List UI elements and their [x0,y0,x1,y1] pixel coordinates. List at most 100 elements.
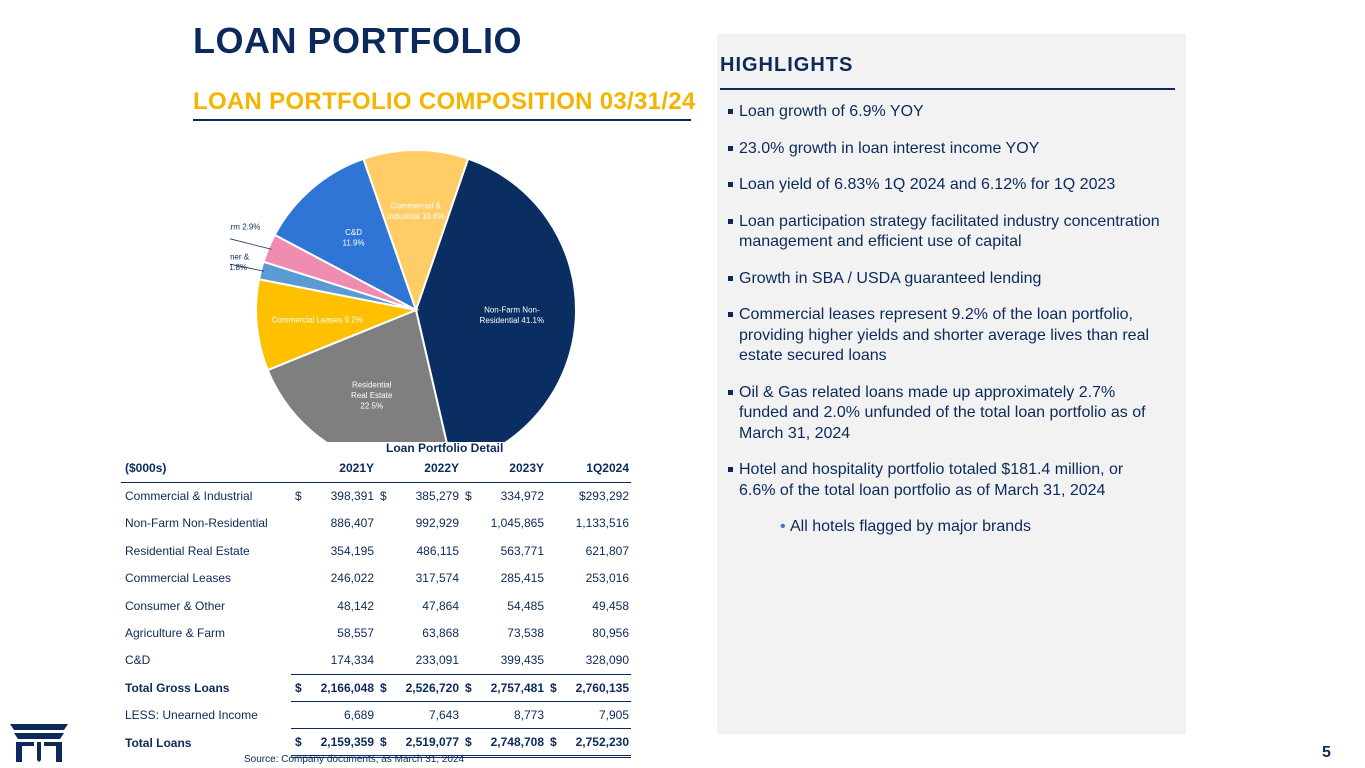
table-row: Agriculture & Farm 58,557 63,868 73,538 80,9… [121,619,631,646]
table-row: Residential Real Estate 354,195 486,115 563… [121,537,631,564]
page-number: 5 [1322,744,1331,761]
value-cell: 233,091 [376,646,461,675]
currency-symbol: $ [550,735,557,750]
highlight-item: Loan participation strategy facilitated … [724,212,1164,253]
bullet-square-icon [728,218,733,224]
table-row: Total Loans $2,159,359 $2,519,077 $2,748,70… [121,728,631,758]
highlights-list: Loan growth of 6.9% YOY 23.0% growth in … [724,102,1164,538]
header-cell: 2022Y [376,455,461,483]
subtitle-divider [193,119,691,121]
value-cell: $2,159,359 [291,728,376,758]
cell-value: 47,864 [422,598,459,613]
value-cell: 47,864 [376,592,461,619]
cell-value: 398,391 [330,489,374,504]
cell-value: 285,415 [500,571,544,586]
row-label: Commercial & Industrial [125,489,253,504]
pie-slice [255,278,420,372]
cell-value: $293,292 [578,489,629,504]
value-cell: $398,391 [291,482,376,509]
highlight-item: Loan yield of 6.83% 1Q 2024 and 6.12% fo… [724,175,1164,196]
value-cell: 174,334 [291,646,376,675]
cell-value: 317,574 [415,571,459,586]
row-label: Residential Real Estate [125,543,250,558]
highlights-panel [717,34,1186,734]
table-row: Non-Farm Non-Residential 886,407 992,929 1,… [121,510,631,537]
pie-slice-label: Commercial Leases 9.2% [272,315,363,324]
value-cell: 63,868 [376,619,461,646]
header-cell: 2023Y [461,455,546,483]
cell-value: 992,929 [415,516,459,531]
value-cell: $385,279 [376,482,461,509]
table-title: Loan Portfolio Detail [386,441,504,455]
loan-composition-pie-chart: Non-Farm Non-Residential 41.1% Residentia… [230,149,577,442]
cell-value: 174,334 [330,653,374,668]
highlight-item: Loan growth of 6.9% YOY [724,102,1164,123]
cell-value: 2,519,077 [405,735,459,750]
value-cell: 992,929 [376,510,461,537]
value-cell: $293,292 [546,482,631,509]
cell-value: 253,016 [585,571,629,586]
value-cell: 80,956 [546,619,631,646]
company-logo-icon [10,724,68,762]
page-title: LOAN PORTFOLIO [193,20,522,61]
cell-value: 233,091 [415,653,459,668]
value-cell: 8,773 [461,701,546,730]
cell-value: 2,760,135 [575,680,629,695]
currency-symbol: $ [465,680,472,695]
section-subtitle: LOAN PORTFOLIO COMPOSITION 03/31/24 [193,88,696,115]
cell-value: 621,807 [585,543,629,558]
value-cell: 7,905 [546,701,631,730]
cell-value: 6,689 [343,708,374,723]
table-row: Commercial Leases 246,022 317,574 285,415 25… [121,565,631,592]
value-cell: 317,574 [376,565,461,592]
currency-symbol: $ [295,489,302,504]
row-label: Consumer & Other [125,598,226,613]
row-label: Total Gross Loans [125,680,230,695]
value-cell: $2,166,048 [291,674,376,703]
cell-value: 563,771 [500,543,544,558]
row-label: Agriculture & Farm [125,626,226,641]
cell-value: 73,538 [507,626,544,641]
pie-slice [414,157,577,442]
value-cell: $2,526,720 [376,674,461,703]
highlight-item: Commercial leases represent 9.2% of the … [724,305,1164,367]
value-cell: 7,643 [376,701,461,730]
value-cell: $2,760,135 [546,674,631,703]
value-cell: 486,115 [376,537,461,564]
highlights-divider [720,88,1175,90]
bullet-square-icon [728,275,733,281]
pie-slice [362,149,470,314]
table-row: Commercial & Industrial $398,391 $385,279 $… [121,482,631,509]
cell-value: 2,748,708 [490,735,544,750]
row-label: C&D [125,653,151,668]
source-note: Source: Company documents, as March 31, … [244,754,465,765]
cell-value: 2,526,720 [405,680,459,695]
bullet-square-icon [728,312,733,317]
value-cell: $2,748,708 [461,728,546,758]
table-row: C&D 174,334 233,091 399,435 328,090 [121,646,631,675]
value-cell: 285,415 [461,565,546,592]
pie-slice-label: Agriculture & Farm 2.9% [230,222,260,231]
cell-value: 80,956 [592,626,629,641]
bullet-square-icon [728,389,733,395]
pie-slice-label: Non-Farm Non-Residential 41.1% [480,306,544,326]
value-cell: $2,757,481 [461,674,546,703]
value-cell: 54,485 [461,592,546,619]
cell-value: 63,868 [422,626,459,641]
currency-symbol: $ [380,735,387,750]
pie-leader-line [230,263,265,272]
value-cell: 48,142 [291,592,376,619]
currency-symbol: $ [295,680,302,695]
cell-value: 2,752,230 [575,735,629,750]
value-cell: 399,435 [461,646,546,675]
row-label: Total Loans [125,735,192,750]
highlight-item: 23.0% growth in loan interest income YOY [724,139,1164,160]
table-row: Total Gross Loans $2,166,048 $2,526,720 $2,… [121,674,631,703]
loan-detail-table: ($000s) 2021Y 2022Y 2023Y 1Q2024 Commerc… [121,455,631,758]
cell-value: 246,022 [330,571,374,586]
cell-value: 1,133,516 [575,516,629,531]
table-row: LESS: Unearned Income 6,689 7,643 8,773 7,90… [121,701,631,730]
currency-symbol: $ [380,680,387,695]
row-label: Non-Farm Non-Residential [125,516,268,531]
currency-symbol: $ [465,489,472,504]
